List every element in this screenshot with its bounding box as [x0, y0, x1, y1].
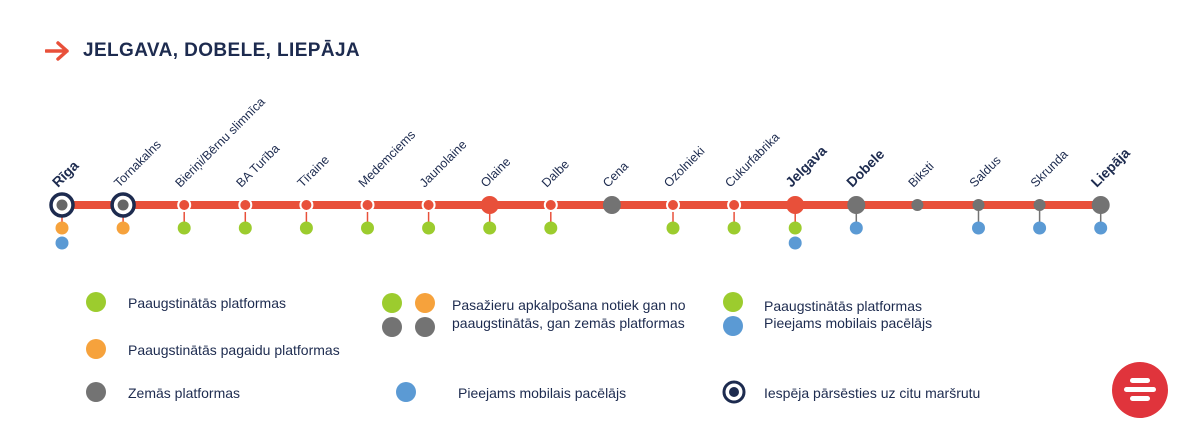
legend-mixed-line1: Pasažieru apkalpošana notiek gan no: [452, 297, 686, 313]
transfer-marker-core: [117, 199, 129, 211]
transfer-icon: [722, 380, 746, 404]
legend-raised-lift-line2: Pieejams mobilais pacēlājs: [764, 315, 933, 331]
platform-dot-green: [361, 221, 374, 235]
platform-dot-orange: [116, 221, 130, 235]
legend-mobile-lift: Pieejams mobilais pacēlājs: [458, 385, 627, 401]
station-marker: [1033, 199, 1046, 211]
station-marker: [602, 196, 621, 214]
station-cukurfabrika: Cukurfabrika: [722, 130, 782, 235]
station-label-tornakalns: Tornakalns: [111, 137, 164, 190]
station-saldus: Saldus: [967, 153, 1004, 235]
platform-dot-green: [177, 221, 191, 235]
platform-dot-blue: [1033, 221, 1047, 235]
legend-raised-platforms: Paaugstinātās platformas: [128, 295, 286, 311]
station-label-skrunda: Skrunda: [1028, 147, 1071, 190]
station-label-tiraine: Tīraine: [295, 153, 332, 190]
station-label-ozolnieki: Ozolnieki: [661, 144, 707, 190]
platform-dot-green: [238, 221, 252, 235]
platform-dot-blue: [55, 236, 69, 250]
platform-dot-green: [544, 221, 558, 235]
legend-gray-dot: [86, 382, 106, 402]
legend-raised-lift-line1: Paaugstinātās platformas: [764, 298, 922, 314]
station-marker: [1091, 196, 1110, 214]
platform-dot-green: [788, 221, 802, 235]
platform-dot-blue: [849, 221, 863, 235]
platform-dot-green: [727, 221, 741, 235]
station-jelgava: Jelgava: [782, 142, 830, 250]
station-label-liepaja: Liepāja: [1088, 145, 1134, 191]
station-marker: [786, 196, 805, 214]
station-marker: [666, 198, 680, 212]
platform-dot-green: [299, 221, 313, 235]
station-liepaja: Liepāja: [1088, 145, 1134, 235]
station-label-jaunolaine: Jaunolaine: [417, 137, 470, 190]
legend-blue-dot: [396, 382, 416, 402]
station-label-biksti: Biksti: [906, 159, 937, 190]
station-label-olaine: Olaine: [478, 155, 513, 190]
station-marker: [480, 196, 499, 214]
legend-low-platforms: Zemās platformas: [128, 385, 241, 401]
station-label-riga: Rīga: [49, 157, 82, 190]
station-marker: [238, 198, 253, 212]
station-marker: [421, 198, 436, 212]
station-ozolnieki: Ozolnieki: [661, 144, 707, 235]
station-marker: [727, 198, 742, 212]
station-dobele: Dobele: [843, 146, 888, 235]
platform-dot-blue: [972, 221, 985, 235]
legend-orange-dot: [86, 339, 106, 359]
arrow-right-icon: [45, 41, 69, 61]
station-label-dobele: Dobele: [843, 146, 887, 190]
station-label-cukurfabrika: Cukurfabrika: [722, 130, 782, 190]
station-marker: [911, 199, 924, 211]
legend-mixed-orange-dot: [415, 293, 435, 313]
legend-green-dot: [86, 292, 106, 312]
station-marker: [360, 198, 375, 212]
station-label-ba-turiba: BA Turība: [234, 141, 283, 190]
route-header: JELGAVA, DOBELE, LIEPĀJA: [45, 36, 360, 66]
platform-dot-orange: [55, 221, 69, 235]
station-marker: [543, 198, 558, 212]
platform-dot-green: [483, 221, 497, 235]
platform-dot-blue: [1094, 221, 1108, 235]
platform-dot-blue: [788, 236, 802, 250]
platform-dot-green: [422, 221, 436, 235]
station-label-cena: Cena: [600, 159, 631, 190]
legend-lift-green-dot: [723, 292, 743, 312]
station-marker: [299, 198, 314, 212]
carrier-logo: [1112, 362, 1168, 418]
station-tiraine: Tīraine: [295, 153, 332, 235]
legend-lift-blue-dot: [723, 316, 743, 336]
station-marker: [847, 196, 866, 214]
station-label-jelgava: Jelgava: [782, 142, 830, 190]
station-medemciems: Medemciems: [356, 128, 418, 235]
legend-transfer: Iespēja pārsēsties uz citu maršrutu: [764, 385, 981, 401]
legend-mixed-gray-dot-1: [382, 317, 402, 337]
station-marker: [177, 198, 192, 212]
station-jaunolaine: Jaunolaine: [417, 137, 470, 235]
legend-mixed-gray-dot-2: [415, 317, 435, 337]
route-title: JELGAVA, DOBELE, LIEPĀJA: [83, 40, 361, 61]
legend-raised-partial: Paaugstinātās pagaidu platformas: [128, 342, 340, 358]
legend-mixed-line2: paaugstinātās, gan zemās platformas: [452, 315, 685, 331]
transfer-marker-core: [56, 199, 68, 211]
platform-dot-green: [666, 221, 680, 235]
station-skrunda: Skrunda: [1028, 147, 1071, 235]
station-olaine: Olaine: [478, 155, 513, 235]
station-label-dalbe: Dalbe: [539, 157, 572, 190]
station-label-medemciems: Medemciems: [356, 128, 418, 190]
carrier-logo-icon: [1124, 378, 1156, 401]
station-dalbe: Dalbe: [539, 157, 572, 235]
station-label-saldus: Saldus: [967, 153, 1004, 190]
legend-mixed-green-dot: [382, 293, 402, 313]
station-marker: [972, 199, 985, 211]
station-ba-turiba: BA Turība: [234, 141, 283, 235]
station-tornakalns: Tornakalns: [110, 137, 164, 235]
